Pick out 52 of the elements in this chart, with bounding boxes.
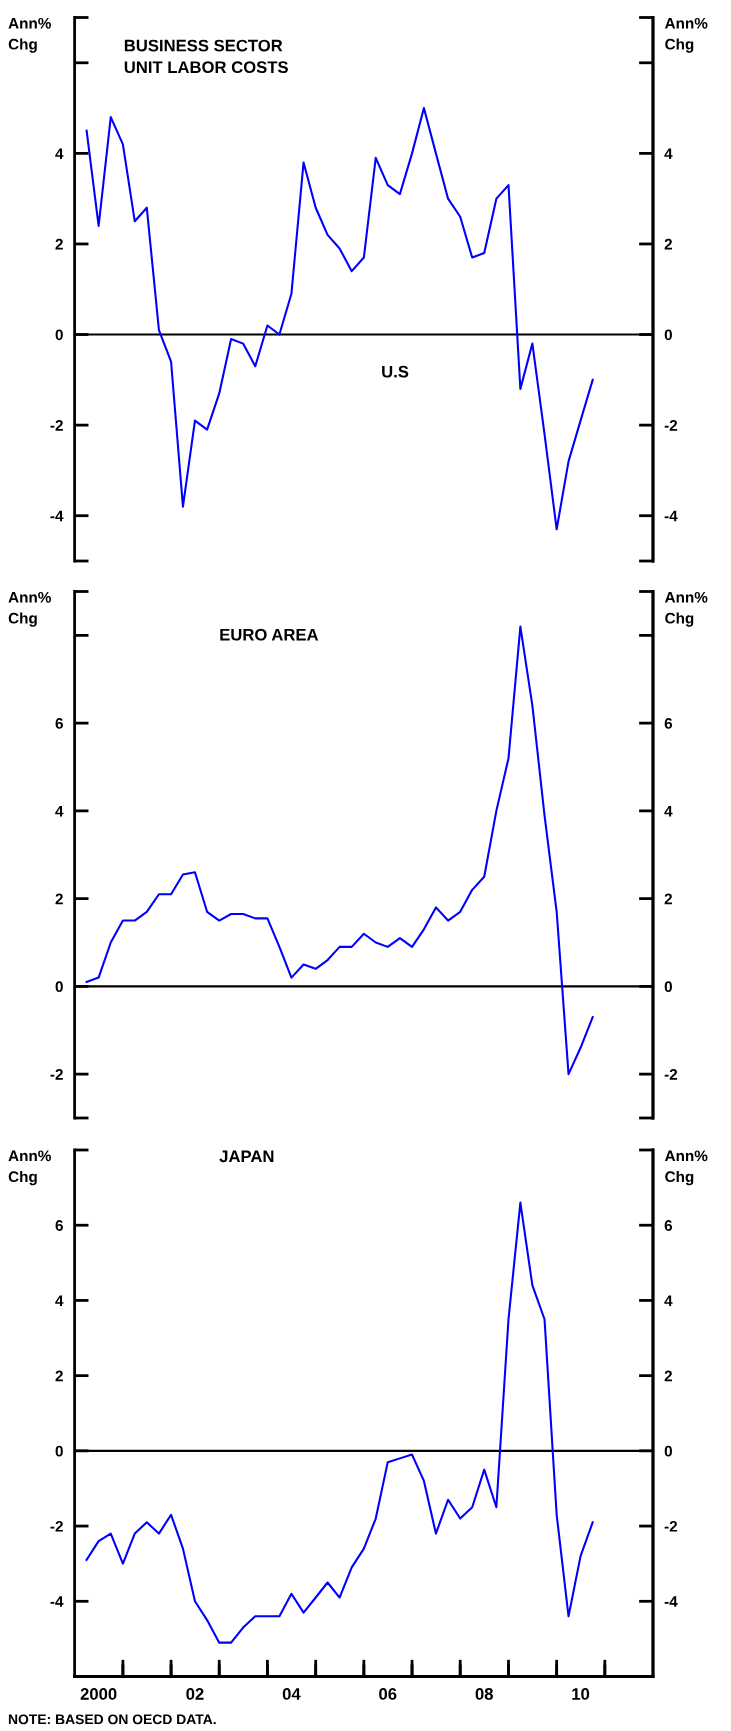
y2-axis-title: Ann% Chg — [664, 17, 708, 53]
y2-axis-title: Ann% Chg — [664, 591, 708, 627]
x-tick-label: 02 — [186, 1688, 204, 1700]
y2-tick-label: -4 — [664, 510, 678, 522]
text: NOTE: BASED ON OECD DATA. — [8, 1714, 216, 1725]
y-axis-title: Ann% Chg — [8, 1150, 51, 1186]
y-tick-label: 4 — [55, 1295, 64, 1306]
y2-tick-label: -4 — [664, 1596, 678, 1607]
y2-tick-label: 0 — [664, 1445, 672, 1457]
y2-tick-label: 4 — [664, 1295, 673, 1306]
y2-tick-label: 2 — [664, 238, 672, 250]
y2-tick-label: 6 — [664, 1220, 673, 1231]
y-tick-label: 4 — [55, 805, 64, 817]
y2-tick-label: 0 — [664, 329, 672, 341]
y2-tick-label: -2 — [664, 1068, 678, 1080]
x-tick-label: 10 — [572, 1688, 590, 1700]
y-axis-title: Ann% Chg — [8, 591, 51, 627]
y-tick-label: 6 — [55, 1220, 63, 1231]
y2-tick-label: -2 — [664, 419, 678, 431]
line-series — [85, 1201, 594, 1644]
line-series — [85, 625, 594, 1076]
x-tick-label: 04 — [282, 1688, 301, 1700]
y2-tick-label: 4 — [664, 148, 673, 159]
y-tick-label: -4 — [50, 1596, 64, 1607]
y-tick-label: 2 — [55, 238, 63, 250]
y2-tick-label: 2 — [664, 1370, 672, 1382]
y-tick-label: -2 — [50, 419, 63, 431]
y2-tick-label: -2 — [664, 1520, 678, 1532]
y-tick-label: 0 — [55, 329, 63, 341]
line-series — [85, 107, 594, 531]
y-tick-label: 2 — [55, 893, 63, 905]
y-tick-label: 6 — [55, 717, 63, 729]
y-tick-label: -2 — [50, 1068, 63, 1080]
text: U.S — [382, 365, 409, 378]
x-tick-label: 06 — [379, 1688, 397, 1700]
y2-axis-title: Ann% Chg — [664, 1150, 708, 1186]
x-tick-label: 08 — [475, 1688, 493, 1700]
x-tick-label: 2000 — [80, 1688, 117, 1700]
y-tick-label: 2 — [55, 1370, 63, 1382]
y-axis-title: Ann% Chg — [8, 17, 51, 53]
y-tick-label: 0 — [55, 981, 63, 993]
text: BUSINESS SECTOR UNIT LABOR COSTS — [124, 39, 288, 74]
y-tick-label: -4 — [50, 510, 64, 522]
y-tick-label: -2 — [50, 1520, 63, 1532]
y2-tick-label: 6 — [664, 717, 673, 729]
y2-tick-label: 0 — [664, 981, 672, 993]
y2-tick-label: 2 — [664, 893, 672, 905]
y2-tick-label: 4 — [664, 805, 673, 817]
y-tick-label: 0 — [55, 1445, 63, 1457]
y-tick-label: 4 — [55, 148, 64, 159]
text: EURO AREA — [220, 628, 319, 641]
chart-subtitle: JAPAN — [219, 1150, 274, 1163]
